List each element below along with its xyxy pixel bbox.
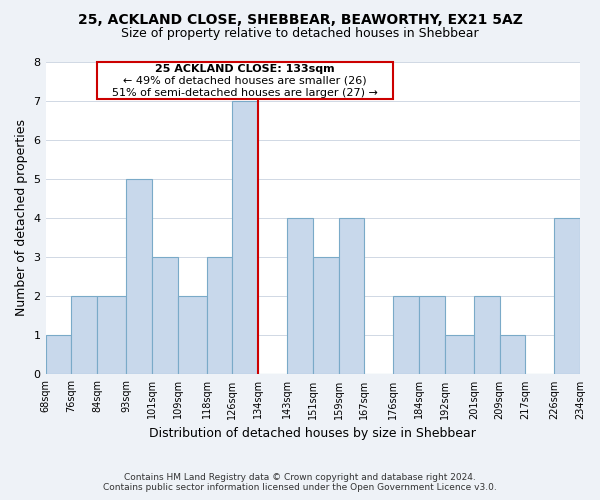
X-axis label: Distribution of detached houses by size in Shebbear: Distribution of detached houses by size … (149, 427, 476, 440)
Bar (71, 296, 97, 374)
Bar (178, 296, 206, 374)
Bar (46, 336, 71, 374)
Text: Size of property relative to detached houses in Shebbear: Size of property relative to detached ho… (121, 28, 479, 40)
Bar (445, 336, 474, 374)
Text: Contains HM Land Registry data © Crown copyright and database right 2024.
Contai: Contains HM Land Registry data © Crown c… (103, 473, 497, 492)
Text: ← 49% of detached houses are smaller (26): ← 49% of detached houses are smaller (26… (124, 76, 367, 86)
Text: 51% of semi-detached houses are larger (27) →: 51% of semi-detached houses are larger (… (112, 88, 378, 98)
Bar (287, 218, 313, 374)
Bar (554, 218, 580, 374)
Text: 25, ACKLAND CLOSE, SHEBBEAR, BEAWORTHY, EX21 5AZ: 25, ACKLAND CLOSE, SHEBBEAR, BEAWORTHY, … (77, 12, 523, 26)
Bar (313, 257, 338, 374)
FancyBboxPatch shape (97, 62, 393, 98)
Bar (500, 336, 525, 374)
Bar (338, 218, 364, 374)
Y-axis label: Number of detached properties: Number of detached properties (15, 120, 28, 316)
Bar (152, 257, 178, 374)
Bar (206, 257, 232, 374)
Bar (393, 296, 419, 374)
Bar (97, 296, 126, 374)
Bar (419, 296, 445, 374)
Bar (474, 296, 500, 374)
Bar (126, 179, 152, 374)
Bar (232, 100, 258, 374)
Text: 25 ACKLAND CLOSE: 133sqm: 25 ACKLAND CLOSE: 133sqm (155, 64, 335, 74)
